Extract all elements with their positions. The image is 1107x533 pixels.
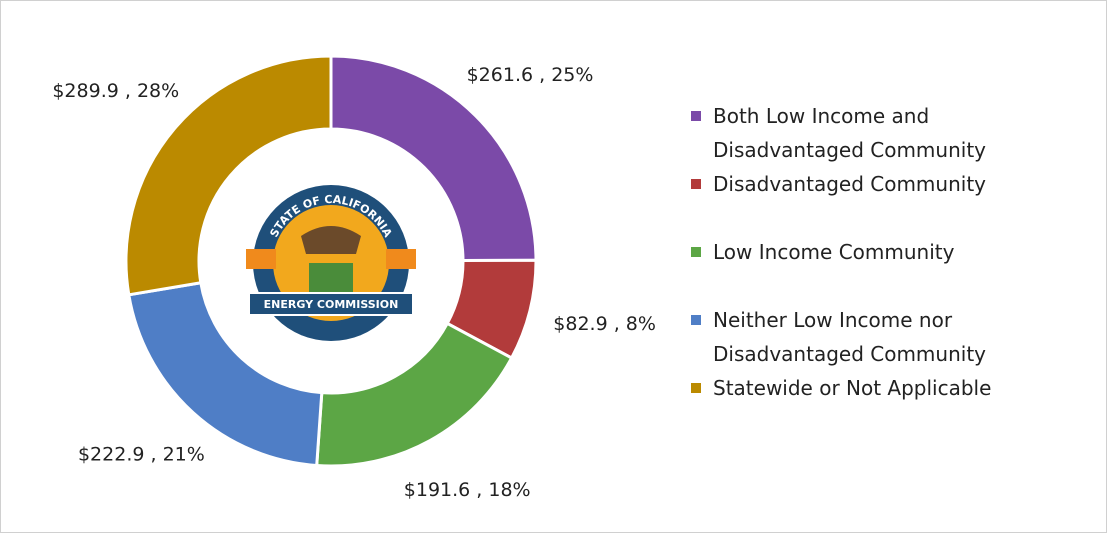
legend-label: Statewide or Not Applicable: [713, 376, 992, 400]
value-label: $289.9 , 28%: [52, 80, 179, 102]
value-label: $191.6 , 18%: [404, 479, 531, 501]
legend-swatch: [691, 247, 701, 257]
legend-label: Neither Low Income nor Disadvantaged Com…: [713, 308, 986, 366]
legend-label: Disadvantaged Community: [713, 172, 986, 196]
slice: [315, 321, 514, 468]
legend-item: Neither Low Income nor Disadvantaged Com…: [691, 303, 1041, 371]
logo-bottom-text: ENERGY COMMISSION: [264, 298, 399, 311]
logo-panel: [309, 263, 353, 293]
legend-item: Statewide or Not Applicable: [691, 371, 1041, 405]
legend-swatch: [691, 111, 701, 121]
legend: Both Low Income and Disadvantaged Commun…: [691, 99, 1041, 405]
legend-item: Low Income Community: [691, 235, 1041, 269]
slice: [329, 54, 538, 263]
legend-swatch: [691, 179, 701, 189]
legend-swatch: [691, 315, 701, 325]
value-label: $82.9 , 8%: [553, 313, 656, 335]
legend-label: Low Income Community: [713, 240, 955, 264]
logo: STATE OF CALIFORNIA ENERGY COMMISSION: [246, 185, 416, 341]
slices: [124, 54, 538, 468]
value-label: $261.6 , 25%: [467, 64, 594, 86]
legend-swatch: [691, 383, 701, 393]
slice: [124, 54, 333, 297]
value-label: $222.9 , 21%: [78, 443, 205, 465]
legend-label: Both Low Income and Disadvantaged Commun…: [713, 104, 986, 162]
logo-bear: [301, 226, 361, 254]
logo-hands: [246, 249, 416, 269]
legend-item: Both Low Income and Disadvantaged Commun…: [691, 99, 1041, 167]
legend-item: Disadvantaged Community: [691, 167, 1041, 201]
logo-banner: [248, 292, 414, 316]
